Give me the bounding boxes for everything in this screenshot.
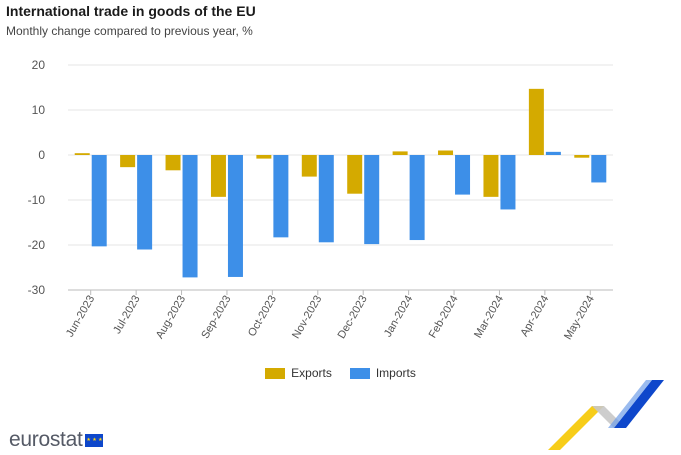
bar-exports-jan-2024 <box>392 151 408 155</box>
x-tick-label: May-2024 <box>562 294 597 342</box>
x-tick-label: Oct-2023 <box>246 294 279 339</box>
y-tick-label: -10 <box>28 193 46 207</box>
bar-exports-mar-2024 <box>483 155 499 197</box>
bar-imports-jul-2023 <box>137 155 153 250</box>
chart-subtitle: Monthly change compared to previous year… <box>6 24 253 38</box>
y-tick-label: -30 <box>28 283 46 297</box>
bar-imports-oct-2023 <box>273 155 289 238</box>
bar-imports-jan-2024 <box>409 155 425 241</box>
decor-stripe-blue <box>614 380 664 428</box>
bar-imports-sep-2023 <box>227 155 243 277</box>
legend-item-exports[interactable]: Exports <box>265 366 332 380</box>
decorative-stripes <box>548 380 664 450</box>
bar-exports-dec-2023 <box>347 155 363 194</box>
bar-exports-nov-2023 <box>301 155 317 177</box>
decor-stripe-yellow <box>548 406 604 450</box>
x-tick-label: Nov-2023 <box>290 294 324 341</box>
logo-text: eurostat <box>9 428 83 451</box>
legend-label-exports: Exports <box>291 366 332 380</box>
bar-imports-apr-2024 <box>545 151 561 155</box>
x-tick-label: Mar-2024 <box>472 294 506 341</box>
bar-exports-feb-2024 <box>438 150 454 155</box>
chart-title: International trade in goods of the EU <box>6 3 256 19</box>
y-tick-label: -20 <box>28 238 46 252</box>
bar-chart: 20 10 0 -10 -20 -30 Jun-2023 Jul-2023 Aug-2023 Se… <box>28 58 613 342</box>
x-tick-label: Feb-2024 <box>427 294 461 341</box>
legend-swatch-exports <box>265 367 286 379</box>
bar-imports-may-2024 <box>591 155 607 183</box>
bar-exports-may-2024 <box>574 155 590 158</box>
bar-imports-aug-2023 <box>182 155 198 278</box>
eurostat-logo: eurostat ★ ★ ★ <box>9 428 104 452</box>
bar-exports-jul-2023 <box>120 155 136 168</box>
legend-swatch-imports <box>349 367 370 379</box>
x-tick-label: Jun-2023 <box>64 294 97 340</box>
bar-exports-apr-2024 <box>528 88 544 155</box>
eu-flag-icon: ★ ★ ★ <box>85 433 104 447</box>
legend-item-imports[interactable]: Imports <box>349 366 416 380</box>
bar-exports-jun-2023 <box>74 153 90 155</box>
bar-exports-sep-2023 <box>210 155 226 197</box>
bar-imports-mar-2024 <box>500 155 516 210</box>
bar-imports-nov-2023 <box>318 155 334 243</box>
x-tick-label: Dec-2023 <box>336 294 370 341</box>
x-tick-label: Jul-2023 <box>111 294 142 337</box>
decor-stripe-blue-light <box>608 380 652 428</box>
y-tick-label: 0 <box>38 148 45 162</box>
y-tick-label: 20 <box>32 58 46 72</box>
x-tick-label: Jan-2024 <box>382 294 415 340</box>
bar-imports-feb-2024 <box>455 155 471 195</box>
legend-label-imports: Imports <box>375 366 416 380</box>
bar-imports-jun-2023 <box>91 155 107 247</box>
x-tick-label: Apr-2024 <box>518 294 551 339</box>
x-tick-label: Aug-2023 <box>154 294 188 341</box>
x-tick-label: Sep-2023 <box>199 294 233 341</box>
legend: Exports Imports <box>0 366 681 380</box>
bar-exports-aug-2023 <box>165 155 181 171</box>
bar-imports-dec-2023 <box>364 155 380 245</box>
bar-exports-oct-2023 <box>256 155 272 159</box>
y-tick-label: 10 <box>32 103 46 117</box>
